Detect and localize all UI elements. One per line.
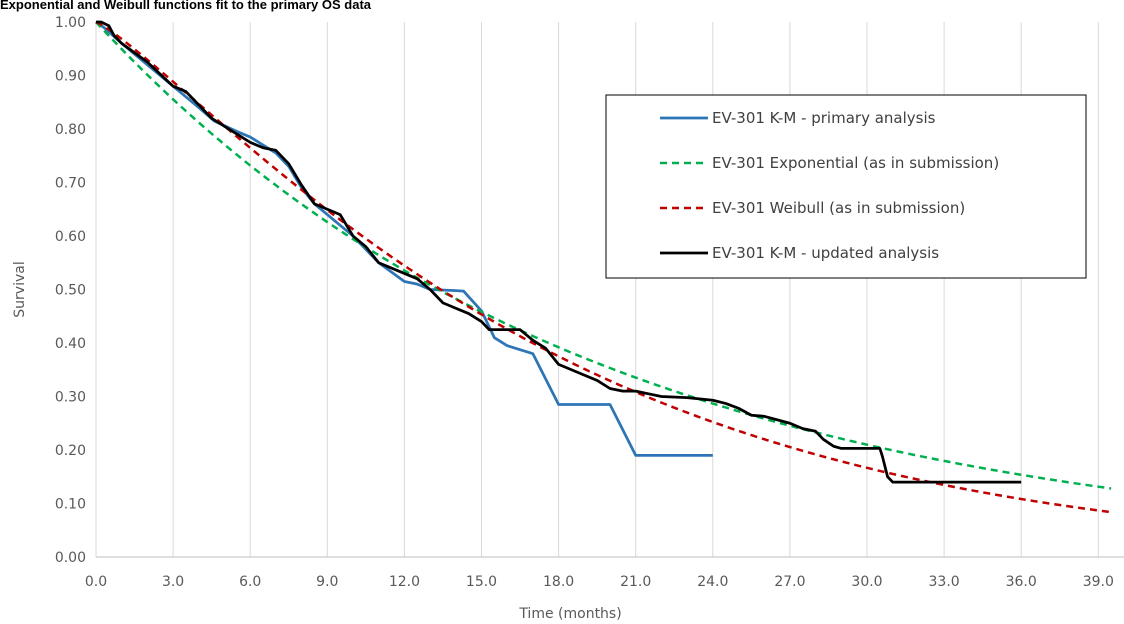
x-tick-label: 18.0 (543, 574, 574, 590)
x-tick-label: 15.0 (466, 574, 497, 590)
y-tick-label: 0.60 (55, 229, 86, 245)
y-tick-label: 1.00 (55, 15, 86, 31)
x-axis-title: Time (months) (518, 606, 621, 622)
y-tick-label: 0.70 (55, 176, 86, 192)
x-tick-label: 6.0 (239, 574, 261, 590)
x-tick-label: 33.0 (929, 574, 960, 590)
legend-label-2: EV-301 Weibull (as in submission) (712, 199, 965, 217)
series-line-1 (95, 21, 1112, 490)
x-tick-labels: 0.0 3.0 6.0 9.0 12.0 15.0 18.0 21.0 24.0 27.0 30.0… (85, 574, 1114, 590)
x-tick-label: 27.0 (774, 574, 805, 590)
x-tick-label: 36.0 (1006, 574, 1037, 590)
legend-label-1: EV-301 Exponential (as in submission) (712, 154, 999, 172)
y-tick-label: 0.40 (55, 336, 86, 352)
y-tick-labels: 0.00 0.10 0.20 0.30 0.40 0.50 0.60 0.70 0.80 0.90… (55, 15, 86, 566)
x-tick-label: 24.0 (697, 574, 728, 590)
series-line-2 (95, 20, 1112, 514)
x-tick-label: 21.0 (620, 574, 651, 590)
series-line-3 (96, 20, 1022, 484)
y-tick-label: 0.00 (55, 550, 86, 566)
y-tick-label: 0.80 (55, 122, 86, 138)
x-tick-label: 3.0 (162, 574, 184, 590)
x-tick-label: 30.0 (851, 574, 882, 590)
legend-label-3: EV-301 K-M - updated analysis (712, 244, 939, 262)
series-layer (95, 20, 1112, 514)
chart-title: Exponential and Weibull functions fit to… (0, 0, 372, 12)
legend-label-0: EV-301 K-M - primary analysis (712, 109, 936, 127)
x-tick-label: 39.0 (1083, 574, 1114, 590)
y-tick-label: 0.90 (55, 69, 86, 85)
legend: EV-301 K-M - primary analysis EV-301 Expo… (605, 94, 1087, 279)
y-tick-label: 0.50 (55, 283, 86, 299)
y-tick-label: 0.20 (55, 443, 86, 459)
y-axis-title: Survival (12, 261, 28, 317)
legend-box (605, 94, 1087, 279)
y-tick-label: 0.10 (55, 497, 86, 513)
x-tick-label: 9.0 (316, 574, 338, 590)
x-tick-label: 12.0 (389, 574, 420, 590)
y-tick-label: 0.30 (55, 390, 86, 406)
x-tick-label: 0.0 (85, 574, 107, 590)
series-line-0 (95, 20, 713, 457)
